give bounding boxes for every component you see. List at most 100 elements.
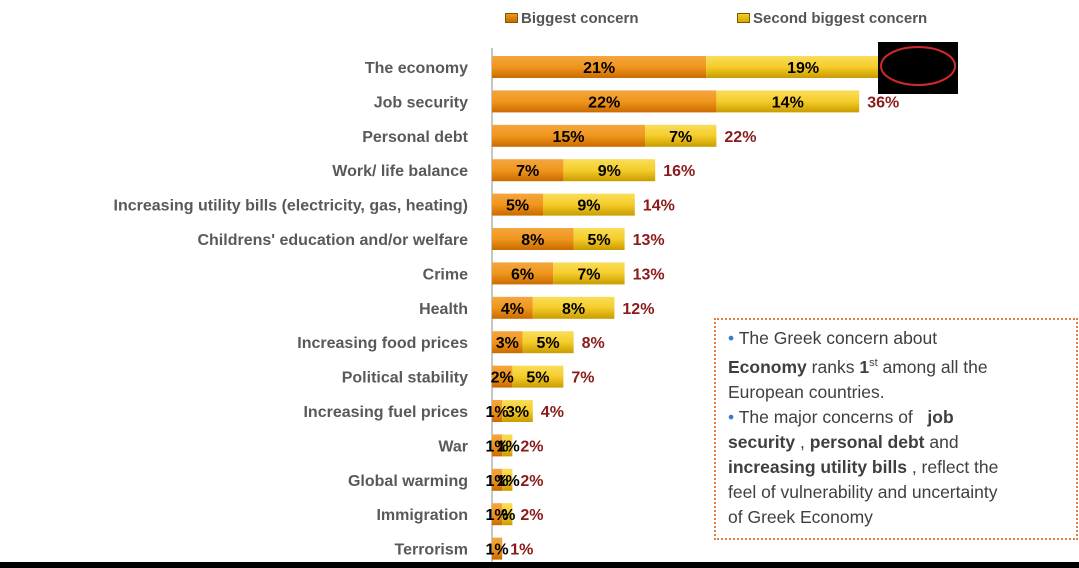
value-label-biggest: 8% [521, 232, 544, 249]
value-label-biggest: 2% [491, 370, 514, 387]
category-label: The economy [365, 60, 468, 77]
category-label: Terrorism [394, 542, 468, 559]
value-label-second: 3% [506, 404, 529, 421]
total-label: 7% [571, 370, 594, 387]
total-label: 36% [867, 94, 899, 111]
value-label-biggest: 15% [552, 129, 584, 146]
bar-biggest-concern [492, 56, 707, 78]
value-label-second: 8% [562, 301, 585, 318]
total-label: 22% [724, 129, 756, 146]
bar-second-concern [645, 124, 717, 147]
total-label: 13% [633, 266, 665, 283]
callout-comma: , [800, 431, 805, 452]
value-label-second: 14% [772, 94, 804, 111]
total-label: 1% [510, 542, 533, 559]
category-label: Work/ life balance [332, 163, 468, 180]
category-label: Increasing food prices [297, 335, 468, 352]
category-label: Personal debt [362, 129, 468, 146]
bar-second-concern [522, 331, 574, 354]
callout-job: job [927, 406, 954, 427]
callout-line3: European countries. [728, 381, 885, 402]
value-label-biggest: 1% [486, 404, 509, 421]
category-label: Childrens' education and/or welfare [197, 232, 468, 249]
value-label-second: 19% [787, 60, 819, 77]
bar-biggest-concern [492, 228, 574, 250]
value-label-second: 5% [537, 335, 560, 352]
legend-label-biggest: Biggest concern [521, 10, 639, 27]
callout-line4a: The major concerns of [738, 406, 913, 427]
callout-first-sup: st [869, 357, 878, 369]
callout-line1: The Greek concern about [738, 328, 938, 348]
value-label-biggest: 1% [486, 542, 509, 559]
bar-biggest-concern [492, 537, 503, 560]
callout-first-num: 1 [859, 356, 870, 377]
value-label-second: 1% [497, 438, 520, 455]
bar-second-concern [543, 193, 635, 216]
bar-second-concern [716, 90, 860, 113]
bar-second-concern [502, 434, 513, 457]
value-label-second: 1% [497, 473, 520, 490]
category-label: Increasing fuel prices [303, 404, 468, 421]
bar-second-concern [502, 503, 513, 526]
bar-biggest-concern [492, 331, 523, 354]
legend-swatch-second [737, 13, 750, 23]
total-label: 13% [633, 232, 665, 249]
bar-biggest-concern [492, 400, 503, 422]
category-label: War [438, 438, 468, 455]
bar-second-concern [502, 400, 533, 422]
value-label-biggest: 4% [501, 301, 524, 318]
bar-second-concern [706, 56, 900, 78]
bar-second-concern [563, 159, 656, 182]
insight-callout: • The Greek concern about Economy ranks … [714, 318, 1078, 540]
bottom-bar [0, 562, 1079, 568]
value-label-biggest: 5% [506, 198, 529, 215]
value-label-biggest: 1% [486, 507, 509, 524]
callout-security: security [728, 431, 796, 452]
callout-line8: of Greek Economy [728, 506, 873, 527]
bar-second-concern [512, 365, 564, 388]
category-label: Political stability [342, 370, 468, 387]
value-label-second: 5% [588, 232, 611, 249]
total-label: 2% [520, 507, 543, 524]
category-label: Health [419, 301, 468, 318]
total-label: 12% [622, 301, 654, 318]
value-label-second: 7% [577, 266, 600, 283]
legend-second: Second biggest concern [737, 10, 927, 27]
callout-and: and [929, 431, 959, 452]
bar-biggest-concern [492, 262, 554, 285]
callout-utility: increasing utility bills [728, 456, 907, 477]
category-label: Immigration [376, 507, 468, 524]
total-label: 4% [541, 404, 564, 421]
value-label-second: 7% [669, 129, 692, 146]
value-label-second: 9% [598, 163, 621, 180]
callout-ranks: ranks [811, 356, 855, 377]
bar-biggest-concern [492, 124, 645, 147]
value-label-biggest: 21% [583, 60, 615, 77]
bar-second-concern [573, 228, 625, 250]
value-label-second: 5% [526, 370, 549, 387]
bar-biggest-concern [492, 434, 503, 457]
total-label: 14% [643, 198, 675, 215]
callout-line7: feel of vulnerability and uncertainty [728, 481, 998, 502]
value-label-second: % [501, 507, 515, 524]
category-label: Job security [374, 94, 468, 111]
category-label: Global warming [348, 473, 468, 490]
bar-biggest-concern [492, 365, 513, 388]
bar-second-concern [532, 296, 615, 319]
bar-biggest-concern [492, 193, 543, 216]
callout-among: among all the [882, 356, 988, 377]
value-label-biggest: 1% [486, 438, 509, 455]
bar-biggest-concern [492, 296, 533, 319]
bar-biggest-concern [492, 90, 717, 113]
value-label-biggest: 7% [516, 163, 539, 180]
callout-reflect: , reflect the [911, 456, 999, 477]
total-label: 16% [663, 163, 695, 180]
legend-biggest: Biggest concern [505, 10, 639, 27]
bar-second-concern [502, 468, 513, 491]
total-label: 2% [520, 473, 543, 490]
callout-economy: Economy [728, 356, 807, 377]
total-label: 2% [520, 438, 543, 455]
bar-biggest-concern [492, 503, 503, 526]
